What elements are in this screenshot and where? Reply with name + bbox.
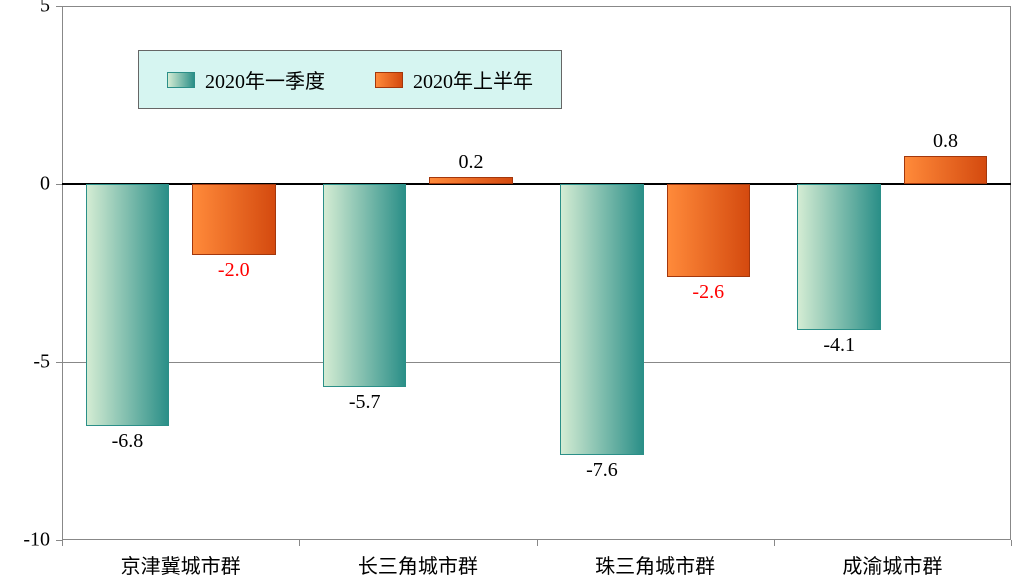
- bar-series1: [429, 177, 513, 184]
- y-tick-mark: [56, 362, 62, 363]
- chart-container: 50-5-10京津冀城市群-6.8-2.0长三角城市群-5.70.2珠三角城市群…: [0, 0, 1023, 586]
- legend-item-0: 2020年一季度: [167, 65, 325, 94]
- legend: 2020年一季度 2020年上半年: [138, 50, 562, 109]
- x-tick-mark: [1011, 540, 1012, 546]
- x-tick-mark: [537, 540, 538, 546]
- data-label: -5.7: [349, 391, 381, 414]
- y-tick-label: 5: [40, 0, 62, 18]
- legend-label-0: 2020年一季度: [205, 65, 325, 94]
- legend-label-1: 2020年上半年: [413, 65, 533, 94]
- x-category-label: 长三角城市群: [358, 540, 478, 579]
- x-tick-mark: [62, 540, 63, 546]
- bar-series1: [904, 156, 988, 184]
- data-label: -4.1: [823, 334, 855, 357]
- data-label: 0.8: [933, 130, 958, 153]
- data-label: 0.2: [459, 151, 484, 174]
- y-tick-mark: [56, 6, 62, 7]
- bar-series0: [560, 184, 644, 455]
- legend-item-1: 2020年上半年: [375, 65, 533, 94]
- legend-swatch-1: [375, 72, 403, 88]
- bar-series0: [86, 184, 170, 426]
- legend-swatch-0: [167, 72, 195, 88]
- data-label: -2.6: [692, 281, 724, 304]
- x-tick-mark: [774, 540, 775, 546]
- data-label: -6.8: [112, 430, 144, 453]
- data-label: -2.0: [218, 259, 250, 282]
- data-label: -7.6: [586, 459, 618, 482]
- bar-series0: [323, 184, 407, 387]
- bar-series1: [667, 184, 751, 277]
- x-tick-mark: [299, 540, 300, 546]
- bar-series1: [192, 184, 276, 255]
- bar-series0: [797, 184, 881, 330]
- x-category-label: 成渝城市群: [842, 540, 942, 579]
- x-category-label: 京津冀城市群: [121, 540, 241, 579]
- x-category-label: 珠三角城市群: [595, 540, 715, 579]
- gridline: [62, 362, 1011, 363]
